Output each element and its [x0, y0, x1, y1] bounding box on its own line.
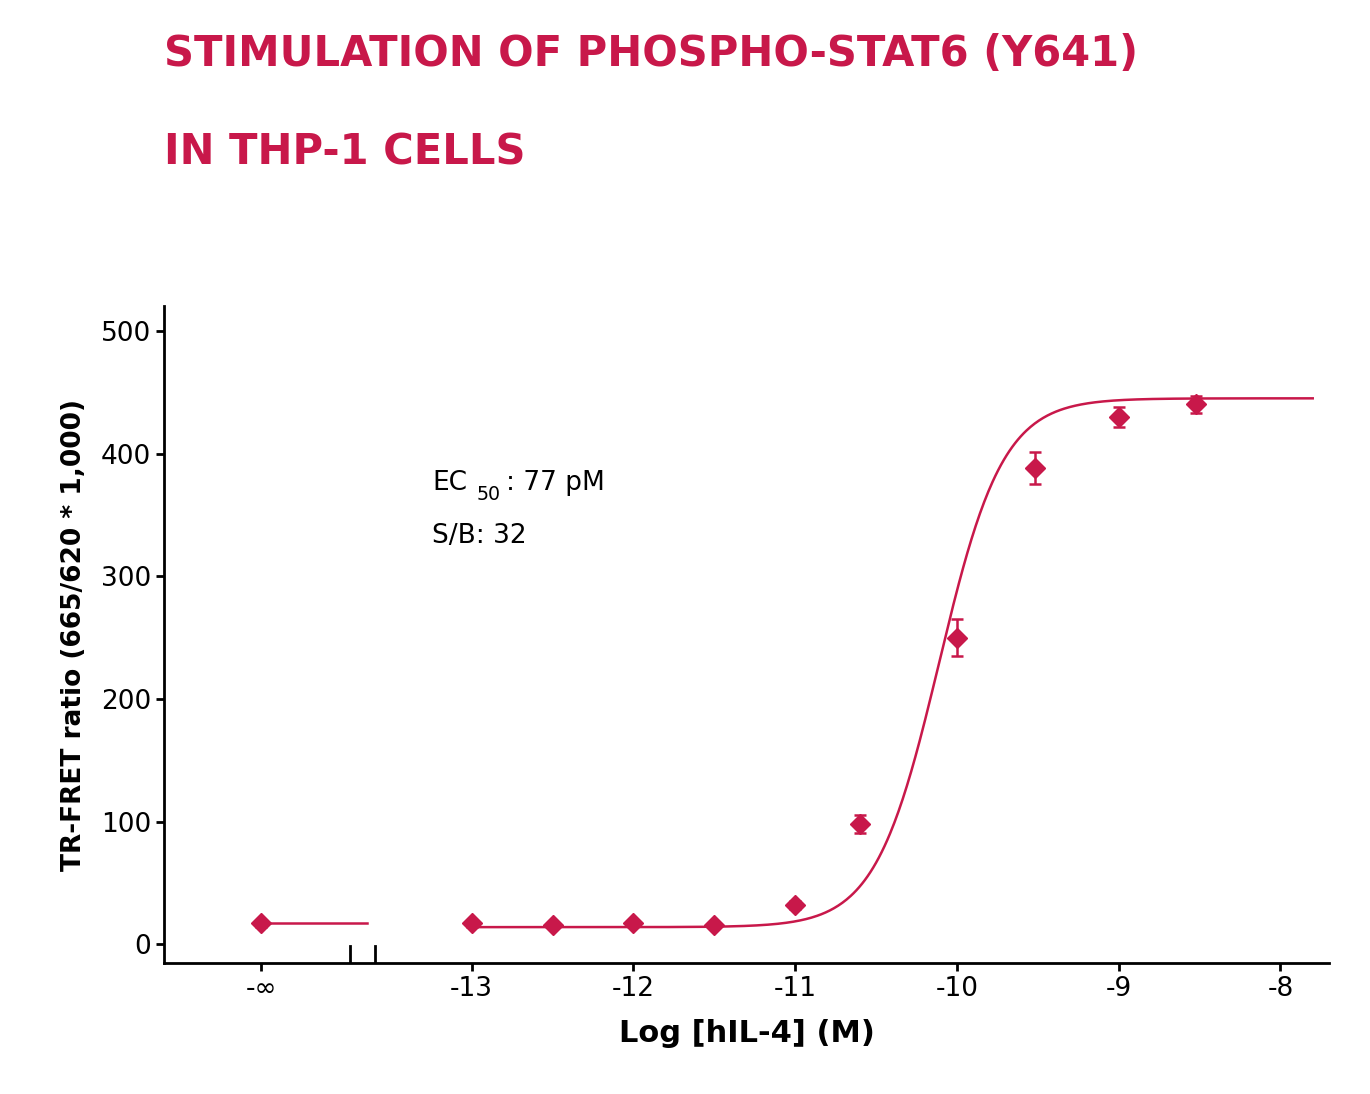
Text: IN THP-1 CELLS: IN THP-1 CELLS [164, 131, 526, 173]
Text: 50: 50 [477, 485, 500, 504]
Y-axis label: TR-FRET ratio (665/620 * 1,000): TR-FRET ratio (665/620 * 1,000) [62, 398, 88, 871]
X-axis label: Log [hIL-4] (M): Log [hIL-4] (M) [619, 1019, 874, 1048]
Text: STIMULATION OF PHOSPHO-STAT6 (Y641): STIMULATION OF PHOSPHO-STAT6 (Y641) [164, 33, 1138, 74]
Text: S/B: 32: S/B: 32 [433, 523, 527, 548]
Text: : 77 pM: : 77 pM [506, 470, 604, 496]
Text: EC: EC [433, 470, 467, 496]
